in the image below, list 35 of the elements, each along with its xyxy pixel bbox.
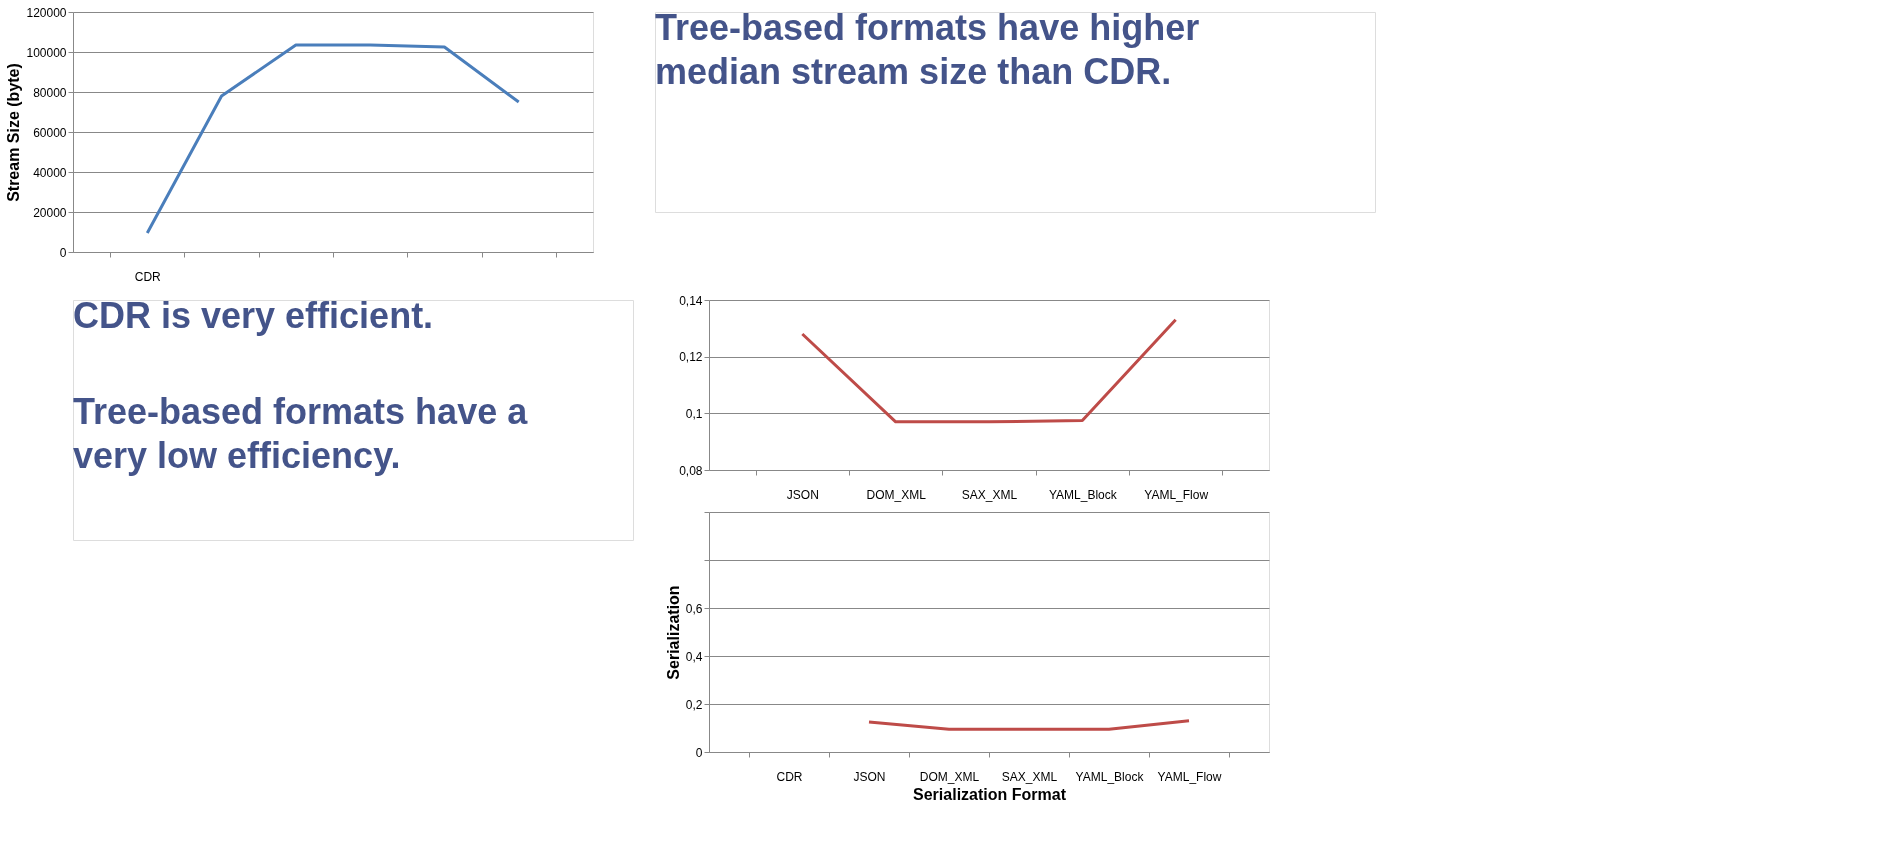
line-series [800, 318, 1178, 424]
y-tick-label: 0 [695, 745, 703, 760]
x-tick-label: CDR [134, 269, 162, 284]
y-tick-label: 0,4 [685, 649, 703, 664]
y-axis-title: Stream Size (byte) [5, 63, 23, 202]
y-tick-label: 0,6 [685, 601, 703, 616]
y-tick-label: 0,14 [679, 293, 703, 308]
line-series [145, 43, 521, 235]
y-tick-label: 0,08 [679, 463, 703, 478]
text: Tree-based formats have a very low efficiency. [73, 391, 529, 476]
y-tick-label: 0,12 [679, 350, 703, 365]
x-axis-title: Serialization Format [913, 785, 1067, 803]
y-axis-title: Serialization [664, 585, 682, 680]
x-tick-label: JSON [786, 487, 819, 502]
y-tick-label: 120000 [26, 5, 67, 20]
x-tick-label: DOM_XML [866, 487, 927, 502]
y-tick-label: 80000 [33, 85, 67, 100]
x-tick-label: JSON [853, 769, 886, 784]
x-tick-label: SAX_XML [961, 487, 1018, 502]
y-tick-label: 20000 [33, 205, 67, 220]
x-tick-label: YAML_Block [1048, 487, 1118, 502]
text: CDR is very efficient. [73, 295, 434, 336]
y-tick-label: 100000 [26, 45, 67, 60]
y-tick-label: 0 [59, 245, 67, 260]
y-tick-label: 60000 [33, 125, 67, 140]
x-tick-label: YAML_Flow [1157, 769, 1222, 784]
x-tick-label: SAX_XML [1001, 769, 1058, 784]
y-tick-label: 40000 [33, 165, 67, 180]
y-tick-label: 0,2 [685, 697, 703, 712]
x-tick-label: CDR [776, 769, 803, 784]
x-tick-label: DOM_XML [919, 769, 980, 784]
text: Tree-based formats have higher median stream size than CDR. [655, 7, 1200, 92]
x-tick-label: YAML_Block [1075, 769, 1145, 784]
x-tick-label: YAML_Flow [1144, 487, 1209, 502]
y-tick-label: 0,1 [685, 406, 703, 421]
